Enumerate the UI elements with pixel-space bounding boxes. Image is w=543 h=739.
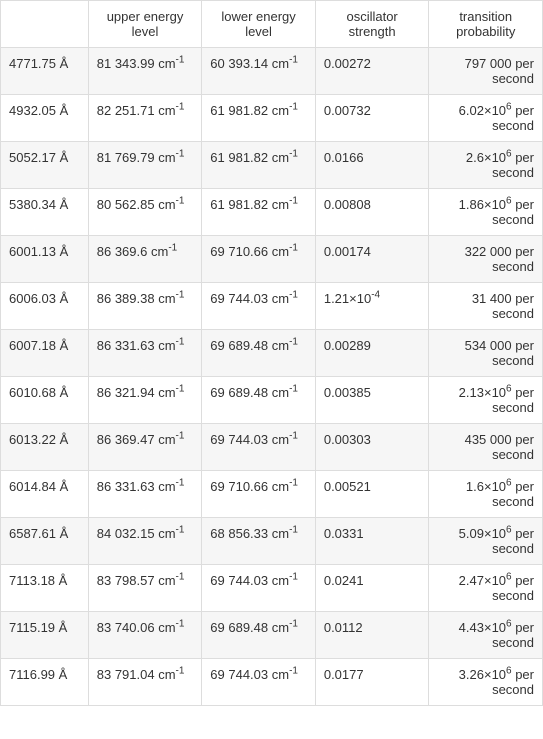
transition-probability-cell: 1.86×106 per second [429,189,543,236]
oscillator-strength-cell: 0.00732 [315,95,429,142]
transition-probability-cell: 797 000 per second [429,48,543,95]
header-upper-energy: upper energy level [88,1,202,48]
wavelength-cell: 5380.34 Å [1,189,89,236]
transition-probability-cell: 1.6×106 per second [429,471,543,518]
wavelength-cell: 4771.75 Å [1,48,89,95]
wavelength-cell: 7116.99 Å [1,659,89,706]
oscillator-strength-cell: 0.00808 [315,189,429,236]
transition-probability-cell: 2.47×106 per second [429,565,543,612]
oscillator-strength-cell: 0.00521 [315,471,429,518]
lower-energy-cell: 68 856.33 cm-1 [202,518,316,565]
transition-probability-cell: 435 000 per second [429,424,543,471]
upper-energy-cell: 83 798.57 cm-1 [88,565,202,612]
lower-energy-cell: 69 744.03 cm-1 [202,283,316,330]
header-lower-energy: lower energy level [202,1,316,48]
transition-probability-cell: 5.09×106 per second [429,518,543,565]
lower-energy-cell: 69 744.03 cm-1 [202,565,316,612]
table-row: 6013.22 Å86 369.47 cm-169 744.03 cm-10.0… [1,424,543,471]
header-oscillator-strength: oscillator strength [315,1,429,48]
upper-energy-cell: 80 562.85 cm-1 [88,189,202,236]
wavelength-cell: 7113.18 Å [1,565,89,612]
oscillator-strength-cell: 0.0241 [315,565,429,612]
lower-energy-cell: 69 744.03 cm-1 [202,659,316,706]
wavelength-cell: 6007.18 Å [1,330,89,377]
upper-energy-cell: 84 032.15 cm-1 [88,518,202,565]
table-row: 6014.84 Å86 331.63 cm-169 710.66 cm-10.0… [1,471,543,518]
transition-probability-cell: 322 000 per second [429,236,543,283]
upper-energy-cell: 81 769.79 cm-1 [88,142,202,189]
wavelength-cell: 4932.05 Å [1,95,89,142]
table-row: 6007.18 Å86 331.63 cm-169 689.48 cm-10.0… [1,330,543,377]
lower-energy-cell: 60 393.14 cm-1 [202,48,316,95]
transition-probability-cell: 3.26×106 per second [429,659,543,706]
upper-energy-cell: 86 369.6 cm-1 [88,236,202,283]
transition-probability-cell: 31 400 per second [429,283,543,330]
header-transition-probability: transition probability [429,1,543,48]
table-row: 6006.03 Å86 389.38 cm-169 744.03 cm-11.2… [1,283,543,330]
oscillator-strength-cell: 0.00289 [315,330,429,377]
oscillator-strength-cell: 0.00272 [315,48,429,95]
wavelength-cell: 6587.61 Å [1,518,89,565]
oscillator-strength-cell: 0.00385 [315,377,429,424]
transition-probability-cell: 4.43×106 per second [429,612,543,659]
upper-energy-cell: 86 321.94 cm-1 [88,377,202,424]
table-row: 7115.19 Å83 740.06 cm-169 689.48 cm-10.0… [1,612,543,659]
wavelength-cell: 5052.17 Å [1,142,89,189]
upper-energy-cell: 83 791.04 cm-1 [88,659,202,706]
table-row: 4932.05 Å82 251.71 cm-161 981.82 cm-10.0… [1,95,543,142]
table-row: 6001.13 Å86 369.6 cm-169 710.66 cm-10.00… [1,236,543,283]
lower-energy-cell: 69 710.66 cm-1 [202,471,316,518]
oscillator-strength-cell: 1.21×10-4 [315,283,429,330]
transition-probability-cell: 534 000 per second [429,330,543,377]
lower-energy-cell: 61 981.82 cm-1 [202,142,316,189]
oscillator-strength-cell: 0.00303 [315,424,429,471]
oscillator-strength-cell: 0.0177 [315,659,429,706]
wavelength-cell: 6014.84 Å [1,471,89,518]
upper-energy-cell: 83 740.06 cm-1 [88,612,202,659]
wavelength-cell: 6001.13 Å [1,236,89,283]
wavelength-cell: 7115.19 Å [1,612,89,659]
spectral-data-table: upper energy level lower energy level os… [0,0,543,706]
header-wavelength [1,1,89,48]
lower-energy-cell: 69 689.48 cm-1 [202,377,316,424]
lower-energy-cell: 61 981.82 cm-1 [202,95,316,142]
upper-energy-cell: 86 331.63 cm-1 [88,471,202,518]
transition-probability-cell: 2.6×106 per second [429,142,543,189]
wavelength-cell: 6006.03 Å [1,283,89,330]
lower-energy-cell: 61 981.82 cm-1 [202,189,316,236]
oscillator-strength-cell: 0.0112 [315,612,429,659]
table-row: 5380.34 Å80 562.85 cm-161 981.82 cm-10.0… [1,189,543,236]
transition-probability-cell: 2.13×106 per second [429,377,543,424]
oscillator-strength-cell: 0.00174 [315,236,429,283]
upper-energy-cell: 86 331.63 cm-1 [88,330,202,377]
wavelength-cell: 6013.22 Å [1,424,89,471]
table-row: 4771.75 Å81 343.99 cm-160 393.14 cm-10.0… [1,48,543,95]
oscillator-strength-cell: 0.0331 [315,518,429,565]
upper-energy-cell: 86 389.38 cm-1 [88,283,202,330]
lower-energy-cell: 69 689.48 cm-1 [202,612,316,659]
table-row: 6587.61 Å84 032.15 cm-168 856.33 cm-10.0… [1,518,543,565]
table-row: 6010.68 Å86 321.94 cm-169 689.48 cm-10.0… [1,377,543,424]
upper-energy-cell: 82 251.71 cm-1 [88,95,202,142]
lower-energy-cell: 69 689.48 cm-1 [202,330,316,377]
oscillator-strength-cell: 0.0166 [315,142,429,189]
wavelength-cell: 6010.68 Å [1,377,89,424]
upper-energy-cell: 86 369.47 cm-1 [88,424,202,471]
lower-energy-cell: 69 744.03 cm-1 [202,424,316,471]
table-row: 5052.17 Å81 769.79 cm-161 981.82 cm-10.0… [1,142,543,189]
table-row: 7113.18 Å83 798.57 cm-169 744.03 cm-10.0… [1,565,543,612]
table-row: 7116.99 Å83 791.04 cm-169 744.03 cm-10.0… [1,659,543,706]
upper-energy-cell: 81 343.99 cm-1 [88,48,202,95]
lower-energy-cell: 69 710.66 cm-1 [202,236,316,283]
transition-probability-cell: 6.02×106 per second [429,95,543,142]
table-header-row: upper energy level lower energy level os… [1,1,543,48]
